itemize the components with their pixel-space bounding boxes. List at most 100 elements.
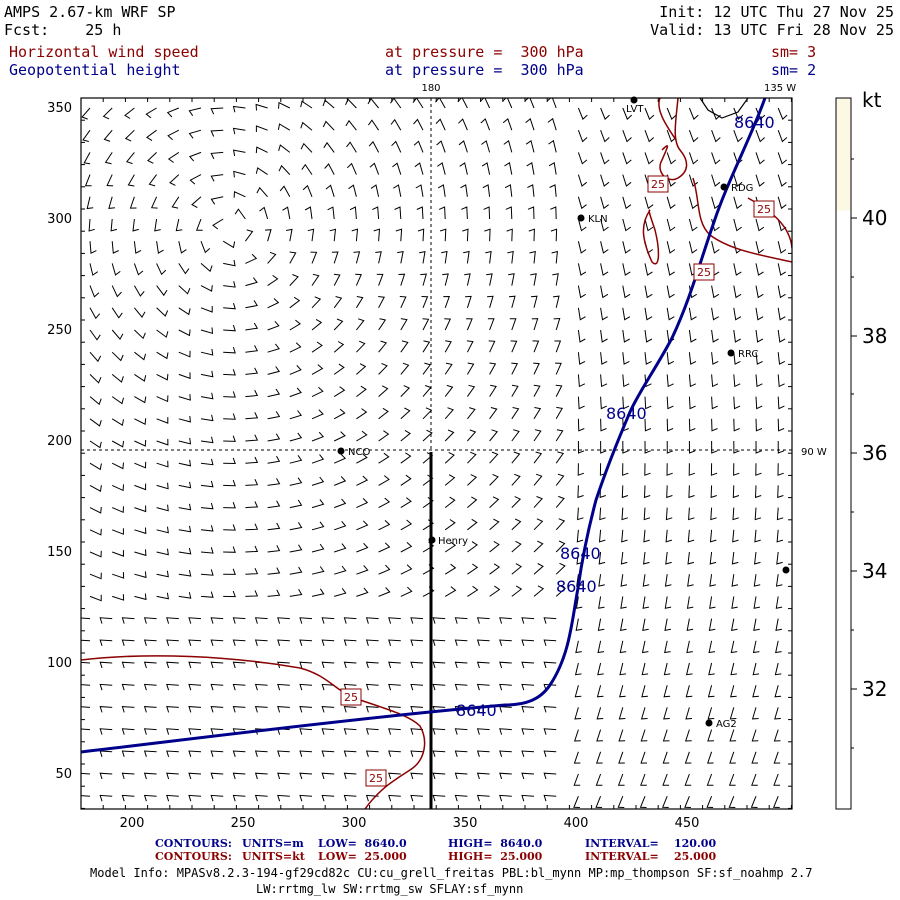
wind-barb [307,228,315,242]
wind-barb [543,661,557,669]
wind-label: 25 [344,691,358,704]
wind-barb [232,683,246,691]
wind-barb [461,206,468,220]
x-tick-label: 450 [675,816,700,831]
wind-barb [622,352,630,365]
wind-barb [148,174,157,187]
wind-barb [574,685,582,698]
wind-barb [543,772,557,780]
wind-barb [506,228,513,242]
wind-barb [619,662,626,676]
wind-barb [733,285,742,299]
wind-barb [620,596,627,609]
wind-barb [104,152,113,165]
wind-barb [577,196,587,210]
footer-contours-kt-label: CONTOURS: [155,850,232,863]
wind-barb [706,751,714,764]
wind-barb [687,574,694,587]
wind-barb [200,502,214,510]
wind-barb [223,479,236,487]
wind-barb [732,485,740,499]
wind-barb [432,750,446,757]
wind-barb [99,706,113,713]
wind-barb [166,728,179,735]
wind-barb [733,196,743,210]
colorbar-label: 32 [862,677,887,701]
wind-barb [311,431,325,442]
field1-smoothing: sm= 3 [771,43,817,61]
wind-barb [365,794,379,802]
wind-barb [311,273,320,286]
wind-barb [644,352,652,365]
wind-barb [321,639,335,646]
wind-barb [343,639,357,646]
wind-barb [133,285,145,297]
wind-barb [223,324,236,332]
wind-barb [777,130,788,143]
wind-barb [666,396,674,410]
wind-barb [600,196,609,210]
wind-barb [232,639,246,646]
wind-barb [577,263,587,276]
wind-barb [777,107,788,120]
wind-barb [555,585,567,597]
wind-barb [372,206,380,220]
wind-barb [171,196,180,209]
wind-barb [618,729,626,742]
wind-barb [622,218,631,232]
wind-barb [595,773,603,786]
wind-barb [422,429,433,442]
colorbar-fill [836,98,851,211]
wind-barb [88,218,95,232]
wind-barb [81,706,91,708]
wind-barb [499,750,512,757]
wind-barb [733,174,743,187]
wind-barb [410,683,424,691]
wind-barb [143,683,157,691]
x-tick-label: 350 [453,816,478,831]
wind-barb [99,794,113,802]
wind-barb [755,374,763,388]
wind-barb [686,618,694,632]
wind-barb [444,496,456,508]
wind-barb [444,451,455,464]
wind-barb [479,98,491,109]
wind-barb [289,589,303,597]
wind-barb [432,772,446,780]
wind-barb [200,414,214,422]
wind-barb [575,640,582,654]
wind-barb [707,685,715,698]
wind-barb [777,440,785,454]
wind-barb [373,228,381,242]
wind-barb [577,152,588,165]
wind-barb [244,229,254,242]
wind-barb [156,351,169,360]
wind-barb [277,639,290,646]
wind-barb [644,418,652,432]
wind-barb [527,184,535,197]
wind-barb [133,263,144,276]
wind-barb [573,796,580,808]
wind-barb [334,520,347,531]
wind-barb [644,196,654,210]
wind-barb [343,794,357,802]
wind-barb [521,706,535,713]
wind-barb [334,565,347,575]
wind-barb [508,273,515,286]
wind-barb [755,352,763,365]
height-label: 8640 [606,404,647,423]
wind-barb [555,495,565,508]
wind-barb [422,362,432,375]
wind-barb [502,98,513,109]
wind-barb [132,218,139,232]
wind-barb [299,661,313,669]
wind-barb [733,307,742,321]
wind-barb [289,251,297,264]
wind-barb [245,456,259,464]
wind-barb [600,241,609,254]
wind-barb [343,750,357,757]
wind-barb [267,500,281,509]
wind-barb [574,729,581,742]
wind-barb [210,661,224,669]
wind-barb [454,661,468,669]
